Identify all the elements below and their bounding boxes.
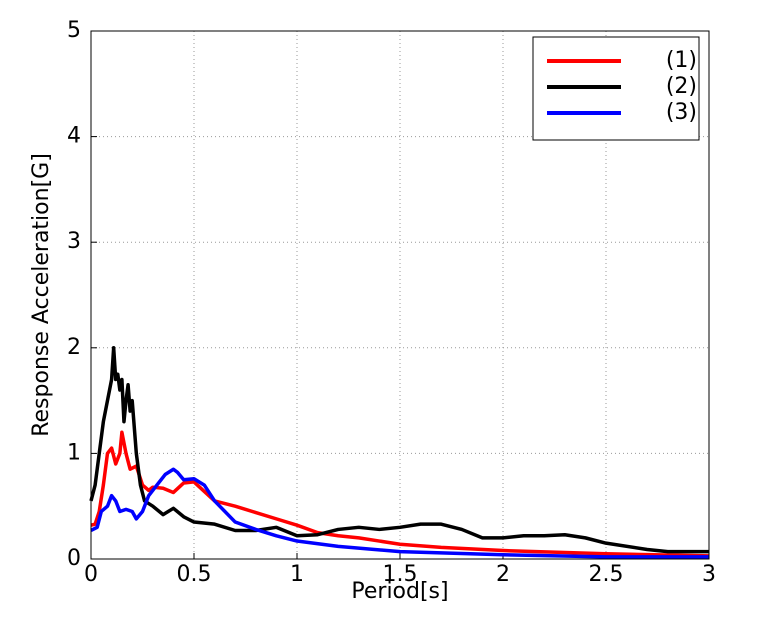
data-line <box>90 467 709 559</box>
plot-frame <box>90 30 710 560</box>
x-tick-label: 2.5 <box>589 562 624 587</box>
data-line <box>89 346 709 554</box>
y-tick-label: 1 <box>67 440 81 465</box>
x-tick-label: 1.5 <box>383 562 418 587</box>
legend-label: (3) <box>666 100 697 125</box>
y-tick-label: 3 <box>67 229 81 254</box>
y-tick-label: 5 <box>67 18 81 43</box>
legend-label: (1) <box>666 48 697 73</box>
legend-label: (2) <box>666 74 697 99</box>
x-tick-label: 2 <box>496 562 510 587</box>
y-tick-label: 0 <box>67 546 81 571</box>
x-axis-label: Period[s] <box>351 579 448 604</box>
y-tick-label: 4 <box>67 124 81 149</box>
x-tick-label: 0.5 <box>177 562 212 587</box>
data-line <box>90 430 710 558</box>
y-tick-label: 2 <box>67 335 81 360</box>
x-tick-label: 1 <box>290 562 304 587</box>
x-tick-label: 3 <box>702 562 716 587</box>
x-tick-label: 0 <box>84 562 98 587</box>
y-axis-label: Response Acceleration[G] <box>29 153 54 437</box>
